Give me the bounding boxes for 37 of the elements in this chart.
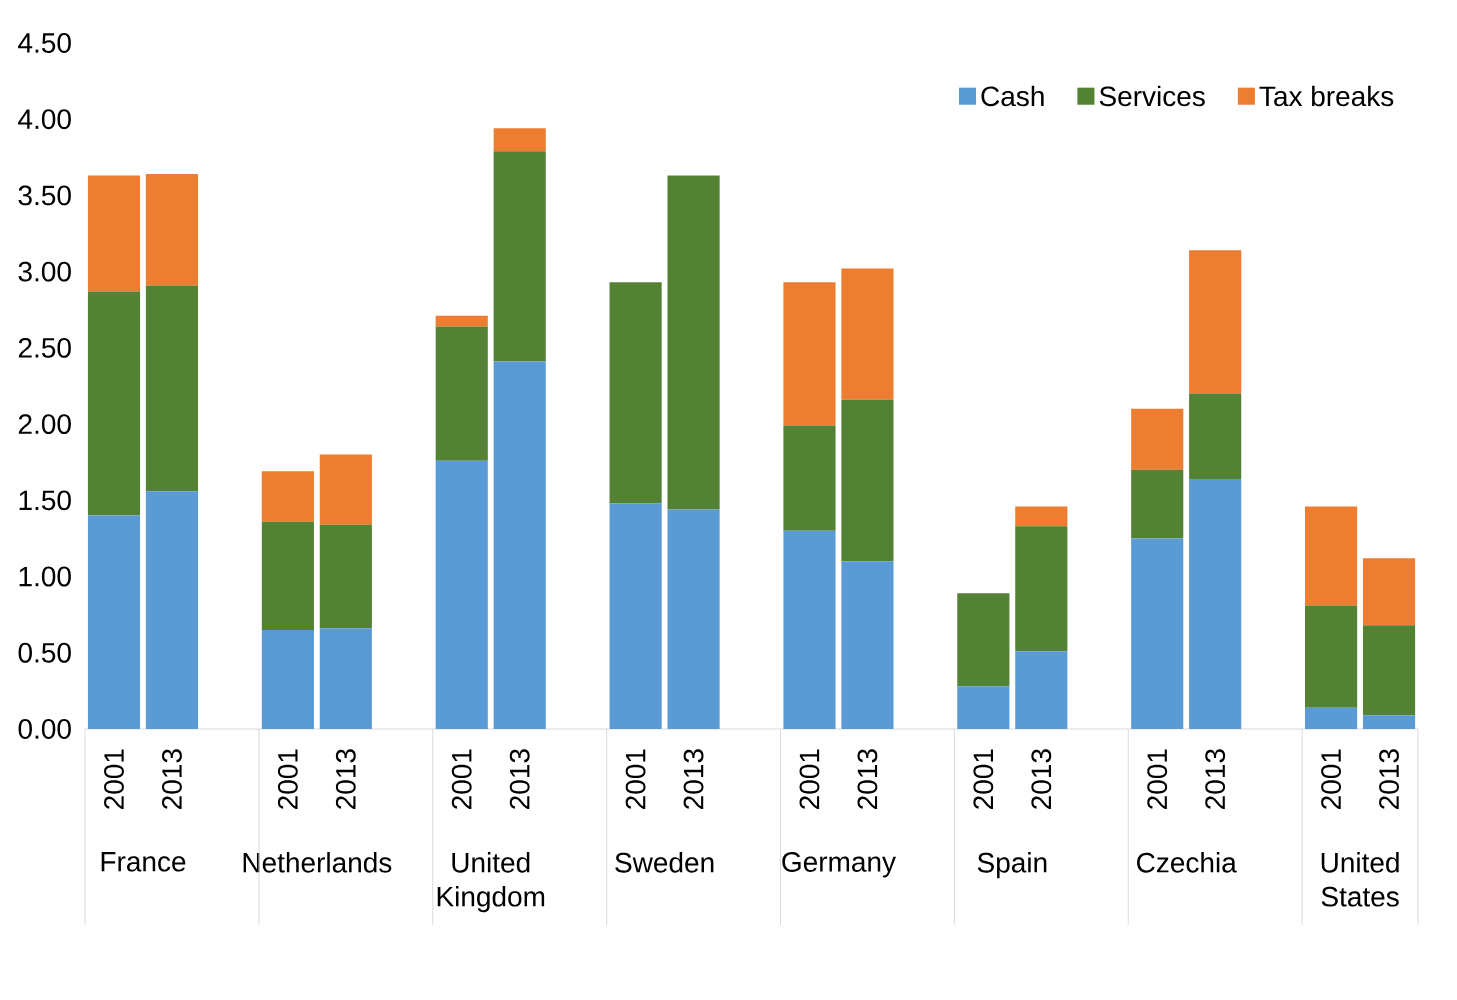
- y-tick-label: 2.50: [18, 337, 71, 358]
- x-tick-label: 2013: [683, 749, 704, 809]
- x-tick-label: 2001: [277, 749, 298, 809]
- x-tick-label: 2013: [509, 749, 530, 809]
- text: Sweden: [615, 852, 714, 873]
- y-tick-label: 0.00: [18, 719, 71, 739]
- legend-label: Services: [1099, 85, 1205, 107]
- x-tick-label: 2001: [973, 749, 994, 809]
- y-tick-label: 3.50: [18, 185, 71, 206]
- x-tick-label: 2013: [162, 749, 182, 809]
- y-tick-label: 1.50: [19, 490, 71, 511]
- text: Czechia: [1137, 852, 1237, 873]
- y-tick-label: 3.00: [18, 261, 71, 282]
- text: Spain: [977, 852, 1047, 879]
- legend-label: Tax breaks: [1259, 85, 1394, 107]
- text: United Kingdom: [437, 852, 545, 913]
- y-tick-label: 4.00: [18, 109, 71, 130]
- x-tick-label: 2001: [451, 749, 472, 809]
- text: United States: [1321, 852, 1399, 907]
- y-tick-label: 0.50: [18, 642, 71, 663]
- x-tick-label: 2013: [1205, 749, 1226, 809]
- y-tick-label: 2.00: [18, 414, 71, 435]
- text: Netherlands: [243, 852, 392, 873]
- x-tick-label: 2013: [335, 749, 356, 809]
- x-tick-label: 2001: [1147, 749, 1168, 809]
- y-tick-label: 4.50: [18, 33, 71, 53]
- x-tick-label: 2001: [625, 749, 646, 809]
- legend-label: Cash: [981, 85, 1044, 107]
- x-tick-label: 2001: [104, 749, 124, 809]
- x-tick-label: 2001: [799, 749, 820, 809]
- text: France: [101, 852, 186, 872]
- x-tick-label: 2001: [1321, 749, 1342, 809]
- x-tick-label: 2013: [1379, 749, 1399, 809]
- x-tick-label: 2013: [857, 749, 878, 809]
- y-tick-label: 1.00: [19, 566, 71, 587]
- x-tick-label: 2013: [1031, 749, 1052, 809]
- text: Germany: [782, 852, 896, 878]
